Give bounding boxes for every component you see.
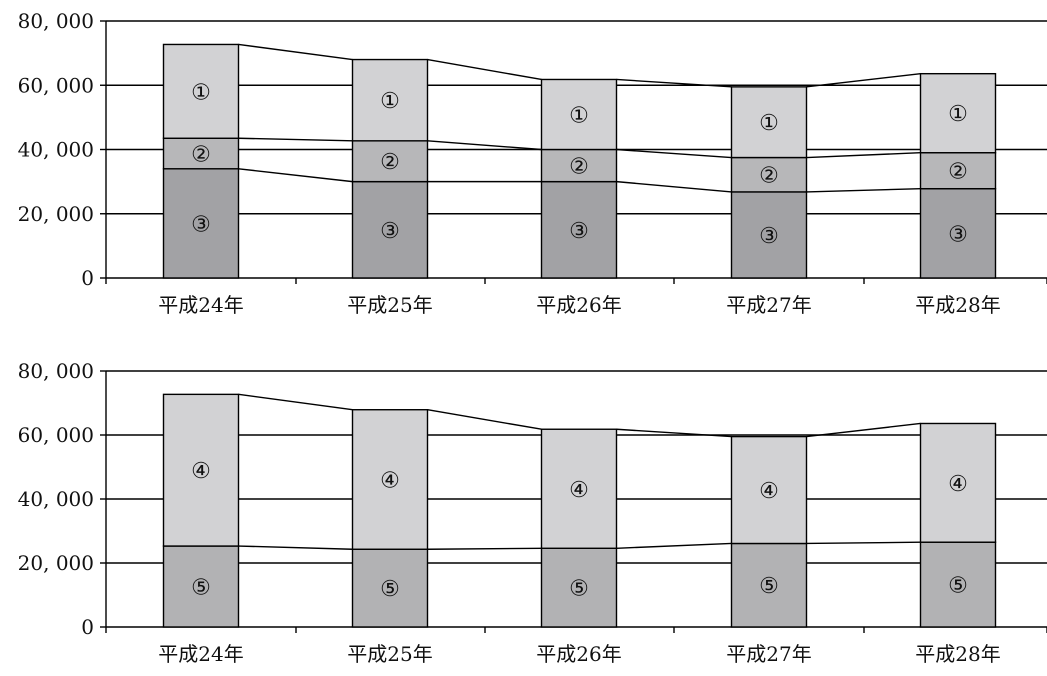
bar-segment-label: ④: [569, 478, 589, 503]
bar-segment: [351, 180, 429, 279]
bar-segment-label: ②: [948, 160, 968, 185]
y-tick-label: 60, 000: [18, 73, 94, 97]
bar-segment: [351, 409, 429, 550]
bar-segment-label: ⑤: [191, 576, 211, 601]
x-tick-label: 平成26年: [536, 293, 621, 317]
series-connector-line: [238, 393, 353, 411]
series-connector-line: [238, 168, 353, 183]
bar-segment-label: ②: [380, 150, 400, 175]
bar-segment: [162, 168, 240, 279]
series-connector-line: [806, 187, 921, 193]
bar-segment: [540, 148, 618, 183]
bar-segment: [540, 78, 618, 151]
bar-segment: [162, 545, 240, 628]
series-connector-line: [806, 152, 921, 159]
series-connector-line: [616, 148, 732, 159]
bar-segment-label: ④: [948, 472, 968, 497]
x-tick-label: 平成26年: [536, 642, 621, 666]
bar-segment: [162, 137, 240, 170]
x-tick-label: 平成28年: [915, 642, 1000, 666]
bar-segment: [730, 156, 808, 193]
series-connector-line: [616, 542, 732, 549]
x-tick-label: 平成24年: [158, 642, 243, 666]
bar-segment-label: ④: [191, 459, 211, 484]
y-tick-label: 20, 000: [18, 202, 94, 226]
bar-segment: [730, 435, 808, 545]
y-tick-label: 20, 000: [18, 551, 94, 575]
bar-segment: [540, 547, 618, 628]
bar-segment-label: ④: [380, 468, 400, 493]
series-connector-line: [616, 428, 732, 438]
series-connector-line: [806, 422, 921, 438]
y-tick-label: 80, 000: [18, 9, 94, 33]
series-connector-line: [427, 547, 542, 550]
bar-segment-label: ②: [759, 164, 779, 189]
bar-segment: [919, 72, 997, 154]
y-tick-label: 0: [81, 266, 94, 290]
bar-segment: [919, 541, 997, 628]
y-tick-label: 40, 000: [18, 487, 94, 511]
y-tick-label: 80, 000: [18, 359, 94, 383]
x-tick-label: 平成27年: [726, 642, 811, 666]
bar-segment-label: ③: [759, 224, 779, 249]
bar-segment-label: ①: [569, 103, 589, 128]
y-tick-label: 40, 000: [18, 138, 94, 162]
bar-segment: [540, 428, 618, 549]
bar-segment-label: ①: [380, 89, 400, 114]
bar-segment: [730, 542, 808, 628]
bar-segment-label: ⑤: [380, 577, 400, 602]
bar-segment-label: ③: [380, 219, 400, 244]
bar-segment: [540, 180, 618, 279]
y-tick-label: 60, 000: [18, 423, 94, 447]
x-tick-label: 平成25年: [347, 293, 432, 317]
y-tick-label: 0: [81, 615, 94, 639]
series-connector-line: [806, 72, 921, 88]
bar-segment-label: ④: [759, 479, 779, 504]
bar-segment: [919, 422, 997, 543]
bar-segment-label: ①: [191, 80, 211, 105]
x-tick-label: 平成25年: [347, 642, 432, 666]
bar-segment: [730, 191, 808, 279]
bar-segment-label: ①: [759, 111, 779, 136]
bar-segment: [162, 43, 240, 139]
series-connector-line: [616, 180, 732, 193]
bar-segment-label: ③: [948, 222, 968, 247]
series-connector-line: [238, 43, 353, 61]
bar-segment-label: ①: [948, 102, 968, 127]
bar-segment-label: ②: [191, 143, 211, 168]
bar-segment: [162, 393, 240, 547]
x-tick-label: 平成27年: [726, 293, 811, 317]
top-chart: 0 20, 000 40, 000 60, 000 80, 000 ③ ③ ③ ③ ③ ② ② ② ② ② ①…: [18, 9, 1047, 317]
bar-segment: [919, 187, 997, 279]
x-tick-label: 平成28年: [915, 293, 1000, 317]
series-connector-line: [806, 541, 921, 545]
bar-segment-label: ⑤: [948, 574, 968, 599]
series-connector-line: [238, 545, 353, 550]
series-connector-line: [427, 140, 542, 151]
bar-segment-label: ③: [191, 212, 211, 237]
series-connector-line: [616, 78, 732, 88]
bar-segment: [730, 86, 808, 159]
bottom-chart: 0 20, 000 40, 000 60, 000 80, 000 ⑤ ⑤ ⑤ ⑤ ⑤ ④ ④ ④ ④ ④ 平…: [18, 359, 1047, 666]
bar-segment-label: ③: [569, 219, 589, 244]
series-connector-line: [427, 409, 542, 430]
bar-segment: [351, 58, 429, 142]
series-connector-line: [238, 137, 353, 142]
bar-segment-label: ⑤: [569, 577, 589, 602]
bar-segment-label: ⑤: [759, 574, 779, 599]
series-connector-line: [427, 58, 542, 81]
bar-segment: [919, 152, 997, 190]
bar-segment: [351, 548, 429, 628]
bar-segment-label: ②: [569, 155, 589, 180]
x-tick-label: 平成24年: [158, 293, 243, 317]
